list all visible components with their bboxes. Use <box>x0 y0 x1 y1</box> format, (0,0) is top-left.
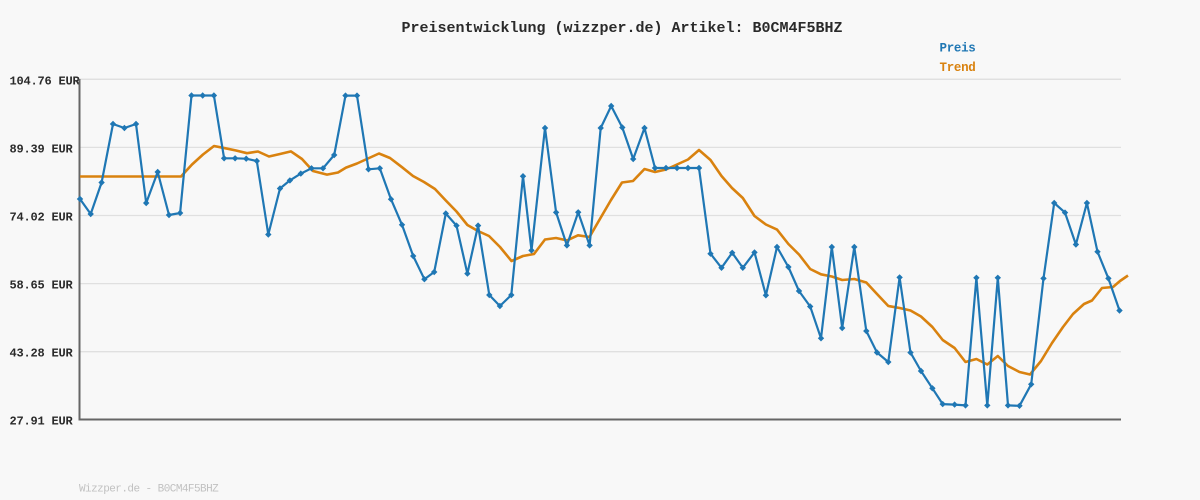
svg-text:43.28 EUR: 43.28 EUR <box>10 347 74 361</box>
svg-text:89.39 EUR: 89.39 EUR <box>10 142 74 156</box>
svg-text:74.02 EUR: 74.02 EUR <box>10 211 74 225</box>
svg-text:Trend: Trend <box>940 61 976 75</box>
svg-text:Preisentwicklung (wizzper.de): Preisentwicklung (wizzper.de) Artikel: B… <box>401 20 842 37</box>
svg-text:Preis: Preis <box>940 42 976 56</box>
svg-text:Wizzper.de - B0CM4F5BHZ: Wizzper.de - B0CM4F5BHZ <box>79 484 219 496</box>
svg-text:104.76 EUR: 104.76 EUR <box>10 74 81 88</box>
svg-text:58.65 EUR: 58.65 EUR <box>10 279 74 293</box>
svg-text:27.91 EUR: 27.91 EUR <box>10 415 74 429</box>
